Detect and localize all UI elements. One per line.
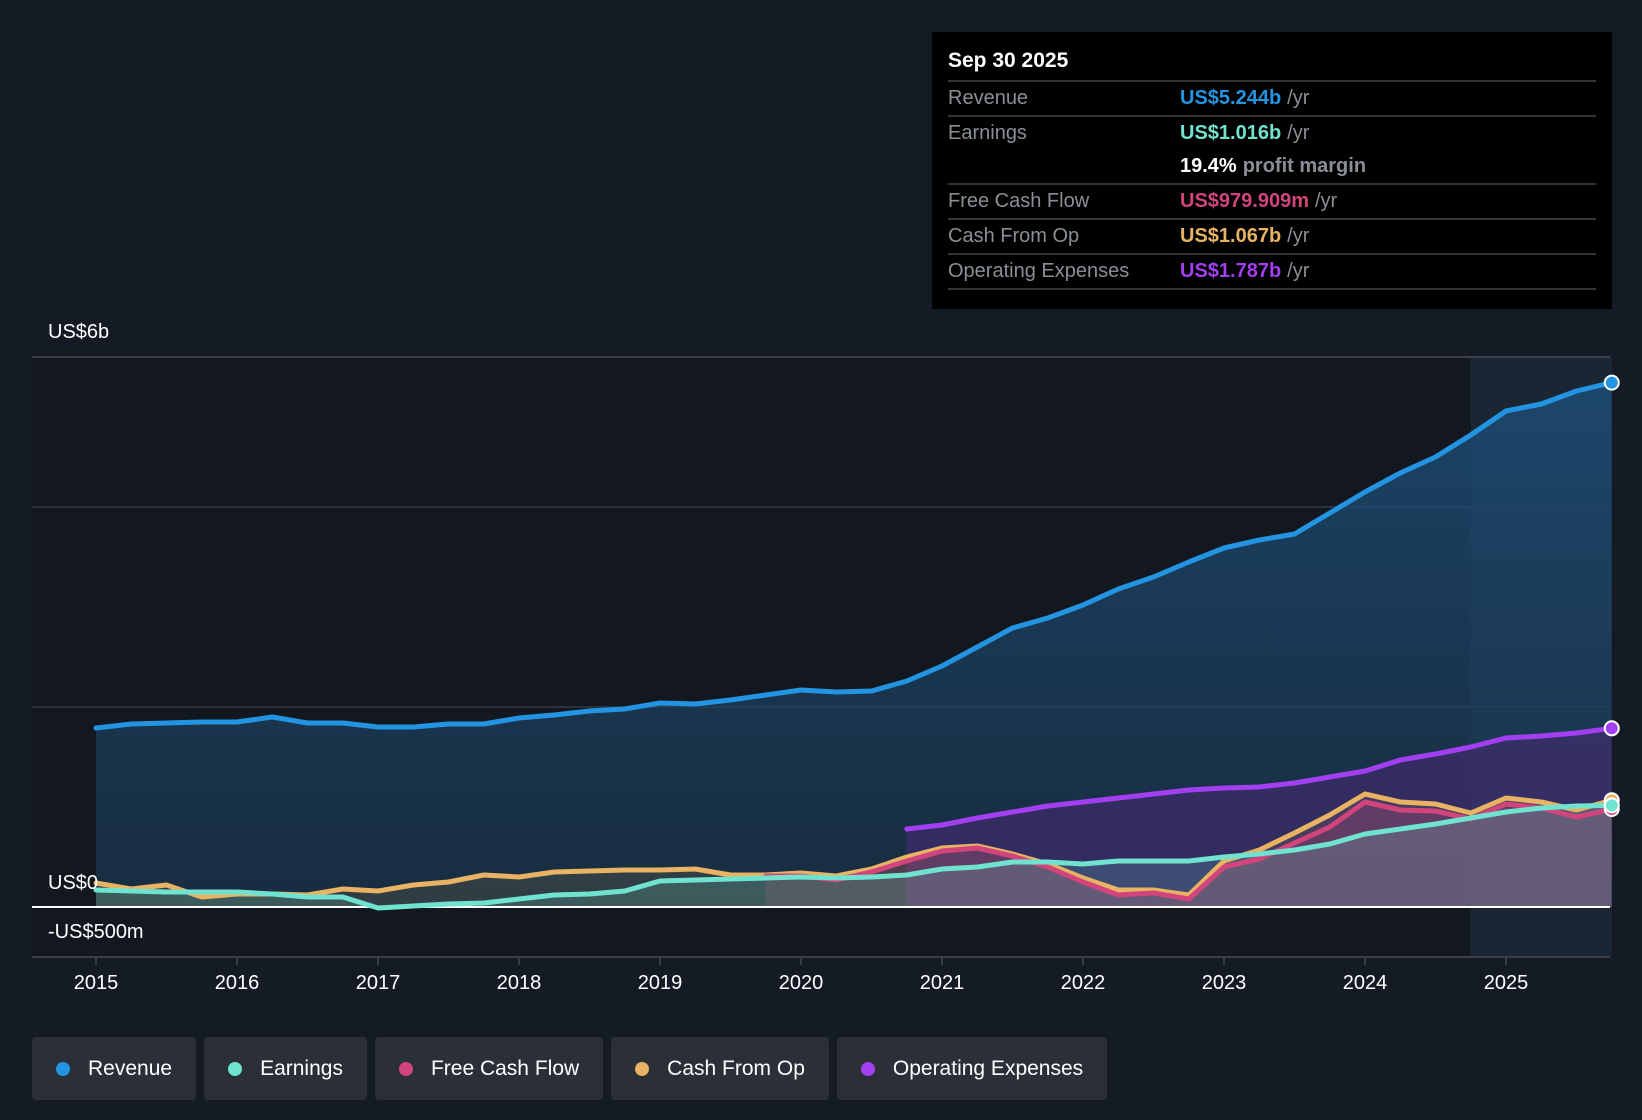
legend-label: Operating Expenses <box>892 1056 1084 1080</box>
x-tick-label: 2021 <box>919 972 965 994</box>
tooltip-unit: profit margin <box>1242 155 1367 177</box>
end-marker-operating-expenses <box>1603 720 1620 737</box>
x-tick-label: 2023 <box>1201 972 1247 994</box>
x-tick-label: 2015 <box>73 972 119 994</box>
tooltip-value: US$5.244b <box>1180 87 1282 109</box>
tooltip-label: Cash From Op <box>948 225 1080 247</box>
tooltip-value: US$1.016b <box>1180 122 1282 144</box>
tooltip-label <box>948 150 1180 183</box>
tooltip-unit: /yr <box>1287 122 1310 144</box>
tooltip-label: Free Cash Flow <box>948 190 1090 212</box>
opex-dot-icon <box>860 1061 875 1076</box>
tooltip-row-earnings: Earnings US$1.016b /yr <box>948 117 1596 150</box>
tooltip-label: Earnings <box>948 122 1027 144</box>
tooltip-value: US$1.787b <box>1180 260 1282 282</box>
line-operating-expenses <box>904 725 1615 832</box>
legend-label: Cash From Op <box>667 1056 805 1080</box>
line-cash-from-op <box>93 791 1615 900</box>
tooltip-date: Sep 30 2025 <box>948 46 1596 82</box>
legend-operating-expenses[interactable]: Operating Expenses <box>836 1037 1108 1100</box>
x-tick-label: 2022 <box>1060 972 1106 994</box>
line-earnings <box>93 802 1615 911</box>
tooltip-unit: /yr <box>1287 260 1310 282</box>
y-label-zero: US$0 <box>48 872 99 894</box>
x-tick-label: 2024 <box>1342 972 1388 994</box>
tooltip-row-opex: Operating Expenses US$1.787b /yr <box>948 255 1596 290</box>
y-label-negative: -US$500m <box>48 921 144 943</box>
tooltip-row-margin: 19.4% profit margin <box>948 150 1596 185</box>
x-tick-label: 2019 <box>637 972 683 994</box>
legend-label: Free Cash Flow <box>430 1056 580 1080</box>
tooltip-label: Revenue <box>948 87 1029 109</box>
legend-label: Revenue <box>88 1056 173 1080</box>
end-marker-earnings <box>1603 797 1620 814</box>
end-marker-revenue <box>1603 374 1620 391</box>
legend-earnings[interactable]: Earnings <box>204 1037 367 1100</box>
earnings-dot-icon <box>228 1061 243 1076</box>
fcf-dot-icon <box>398 1061 413 1076</box>
y-label-top: US$6b <box>48 321 110 343</box>
tooltip-unit: /yr <box>1314 190 1338 212</box>
x-tick-label: 2018 <box>496 972 542 994</box>
legend-cash-from-op[interactable]: Cash From Op <box>611 1037 829 1100</box>
x-tick-label: 2020 <box>778 972 824 994</box>
area-revenue <box>96 382 1612 908</box>
line-revenue <box>93 380 1615 731</box>
tooltip-value: US$979.909m <box>1180 190 1309 212</box>
tooltip: Sep 30 2025 Revenue US$5.244b /yr Earnin… <box>932 32 1612 309</box>
legend-label: Earnings <box>260 1056 343 1080</box>
cfo-dot-icon <box>635 1061 650 1076</box>
legend-free-cash-flow[interactable]: Free Cash Flow <box>374 1037 604 1100</box>
tooltip-value: US$1.067b <box>1180 225 1282 247</box>
x-tick-label: 2016 <box>214 972 260 994</box>
tooltip-unit: /yr <box>1287 87 1310 109</box>
tooltip-row-revenue: Revenue US$5.244b /yr <box>948 82 1596 117</box>
tooltip-row-fcf: Free Cash Flow US$979.909m /yr <box>948 185 1596 220</box>
tooltip-unit: /yr <box>1287 225 1310 247</box>
profit-margin-value: 19.4% <box>1180 155 1237 177</box>
area-earnings <box>96 805 1612 908</box>
legend: Revenue Earnings Free Cash Flow Cash Fro… <box>32 1037 1108 1100</box>
x-tick-label: 2017 <box>355 972 401 994</box>
legend-revenue[interactable]: Revenue <box>32 1037 197 1100</box>
x-tick-label: 2025 <box>1483 972 1529 994</box>
revenue-dot-icon <box>56 1061 70 1076</box>
tooltip-label: Operating Expenses <box>948 260 1130 282</box>
tooltip-row-cfo: Cash From Op US$1.067b /yr <box>948 220 1596 255</box>
